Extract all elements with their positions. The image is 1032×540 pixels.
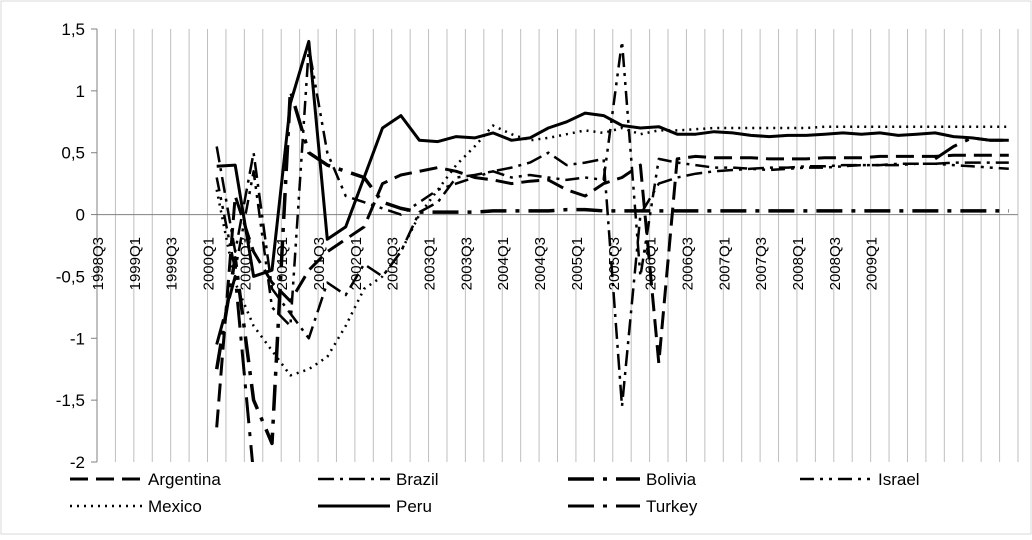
x-tick-label: 2007Q3: [753, 237, 770, 290]
x-tick-label: 2006Q3: [679, 237, 696, 290]
x-tick-label: 2007Q1: [716, 237, 733, 290]
y-tick-label: -1,5: [56, 391, 85, 410]
y-tick-label: 0,5: [61, 144, 85, 163]
x-tick-label: 2008Q3: [827, 237, 844, 290]
legend: Argentina Brazil Bolivia Israel Mexico Peru Tu…: [70, 470, 920, 516]
x-tick-label: 2001Q3: [311, 237, 328, 290]
x-tick-label: 2002Q1: [348, 237, 365, 290]
series-line-argentina: [215, 153, 1009, 428]
legend-label-turkey: Turkey: [646, 497, 698, 516]
y-tick-label: -1: [70, 329, 85, 348]
x-tick-label: 2000Q1: [201, 237, 218, 290]
legend-label-bolivia: Bolivia: [646, 470, 697, 489]
x-tick-label: 2004Q3: [532, 237, 549, 290]
series-line-bolivia: [214, 89, 1009, 446]
legend-label-mexico: Mexico: [148, 497, 202, 516]
y-tick-label: 1: [76, 82, 85, 101]
x-tick-label: 1999Q1: [127, 237, 144, 290]
series-line-turkey: [215, 136, 1009, 462]
y-axis: 1,5 1 0,5 0 -0,5 -1 -1,5 -2: [56, 20, 98, 472]
legend-label-peru: Peru: [396, 497, 432, 516]
x-tick-label: 2003Q1: [422, 237, 439, 290]
y-tick-label: -0,5: [56, 267, 85, 286]
series-layer: [214, 39, 1009, 462]
series-line-mexico: [215, 124, 1009, 377]
x-tick-label: 2005Q3: [606, 237, 623, 290]
x-tick-label: 2008Q1: [790, 237, 807, 290]
series-line-peru: [216, 39, 1009, 278]
x-tick-label: 1998Q3: [90, 237, 107, 290]
y-tick-label: 1,5: [61, 20, 85, 39]
y-tick-label: -2: [70, 453, 85, 472]
x-tick-label: 2005Q1: [569, 237, 586, 290]
y-tick-label: 0: [76, 206, 85, 225]
x-tick-label: 2003Q3: [458, 237, 475, 290]
x-tick-label: 2004Q1: [495, 237, 512, 290]
x-tick-label: 2009Q1: [864, 237, 881, 290]
legend-label-israel: Israel: [878, 470, 920, 489]
series-line-israel: [215, 40, 1009, 328]
legend-label-brazil: Brazil: [396, 470, 439, 489]
legend-label-argentina: Argentina: [148, 470, 221, 489]
x-tick-label: 1999Q3: [164, 237, 181, 290]
